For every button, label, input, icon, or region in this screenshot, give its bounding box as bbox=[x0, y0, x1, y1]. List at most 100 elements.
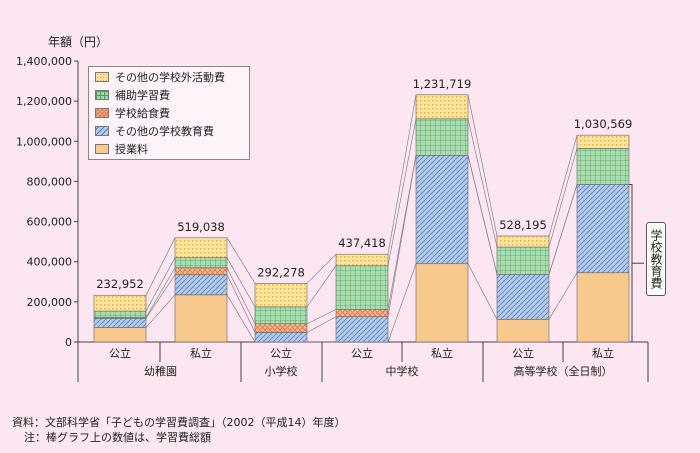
total-label: 292,278 bbox=[257, 265, 305, 279]
bar-segment bbox=[93, 318, 147, 328]
y-tick-label: 1,200,000 bbox=[16, 95, 72, 108]
connector-line bbox=[145, 294, 176, 328]
category-label: 私立 bbox=[592, 346, 614, 360]
note-text: 注：棒グラフ上の数値は、学習費総額 bbox=[24, 431, 211, 444]
bar-segment bbox=[415, 263, 469, 343]
bar-segment bbox=[576, 134, 630, 149]
bar-segment bbox=[335, 265, 389, 310]
y-tick-label: 1,400,000 bbox=[16, 55, 72, 68]
connector-line bbox=[467, 263, 498, 320]
connector-line bbox=[387, 94, 417, 255]
legend-item: 補助学習費 bbox=[95, 86, 249, 103]
group-label: 中学校 bbox=[386, 364, 419, 378]
bar-segment bbox=[496, 274, 550, 320]
connector-line bbox=[467, 94, 498, 237]
bar-segment bbox=[93, 310, 147, 318]
bar-segment bbox=[415, 94, 469, 120]
y-tick-label: 200,000 bbox=[27, 296, 73, 309]
legend-swatch bbox=[95, 125, 109, 136]
legend-item: その他の学校教育費 bbox=[95, 122, 249, 139]
bar-segment bbox=[174, 294, 228, 343]
bar-segment bbox=[254, 323, 308, 333]
legend-item: 授業料 bbox=[95, 140, 249, 157]
connector-line bbox=[306, 316, 337, 333]
legend-swatch bbox=[95, 107, 109, 118]
bar-segment bbox=[415, 118, 469, 156]
bracket-line bbox=[629, 183, 633, 343]
bar-segment bbox=[415, 155, 469, 265]
total-label: 437,418 bbox=[338, 236, 386, 250]
connector-line bbox=[145, 274, 176, 319]
connector-line bbox=[548, 272, 578, 320]
connector-line bbox=[548, 184, 578, 275]
connector-line bbox=[226, 294, 256, 343]
legend-item: 学校給食費 bbox=[95, 104, 249, 121]
legend-swatch bbox=[95, 71, 109, 82]
y-tick-label: 400,000 bbox=[27, 256, 73, 269]
category-label: 公立 bbox=[270, 346, 292, 360]
group-label: 高等学校（全日制） bbox=[514, 364, 613, 378]
bar-segment bbox=[496, 319, 550, 343]
y-tick-label: 800,000 bbox=[27, 175, 73, 188]
total-label: 1,231,719 bbox=[413, 77, 472, 91]
connector-line bbox=[467, 155, 498, 275]
connector-line bbox=[226, 274, 256, 333]
bar-segment bbox=[93, 327, 147, 343]
connector-line bbox=[226, 257, 256, 308]
connector-line bbox=[145, 257, 176, 312]
category-label: 公立 bbox=[109, 346, 131, 360]
bar-segment bbox=[496, 235, 550, 248]
total-label: 232,952 bbox=[96, 277, 144, 291]
category-label: 私立 bbox=[190, 346, 212, 360]
connector-line bbox=[548, 148, 578, 248]
group-label: 幼稚園 bbox=[144, 365, 177, 378]
bar-segment bbox=[174, 274, 228, 296]
bar-segment bbox=[174, 237, 228, 258]
bar-segment bbox=[576, 272, 630, 343]
bar-segment bbox=[174, 257, 228, 269]
category-label: 公立 bbox=[351, 346, 373, 360]
connector-line bbox=[387, 155, 417, 310]
legend-swatch bbox=[95, 143, 109, 154]
total-label: 528,195 bbox=[499, 218, 547, 232]
legend-swatch bbox=[95, 89, 109, 100]
connector-line bbox=[548, 135, 578, 237]
connector-line bbox=[306, 265, 337, 308]
legend: その他の学校外活動費 補助学習費学校給食費その他の学校教育費 授業料 bbox=[88, 66, 250, 160]
connector-line bbox=[306, 309, 337, 325]
category-label: 公立 bbox=[512, 346, 534, 360]
connector-line bbox=[387, 263, 417, 343]
y-tick-label: 600,000 bbox=[27, 216, 73, 229]
y-tick-label: 0 bbox=[65, 336, 72, 349]
bar-segment bbox=[335, 253, 389, 267]
bar-segment bbox=[335, 309, 389, 318]
group-label: 小学校 bbox=[265, 364, 298, 378]
legend-label: 学校給食費 bbox=[115, 106, 170, 120]
connector-lines bbox=[145, 94, 578, 343]
total-label: 519,038 bbox=[177, 220, 225, 234]
bar-segment bbox=[496, 246, 550, 275]
bar-segment bbox=[174, 267, 228, 276]
bar-segment bbox=[254, 332, 308, 343]
connector-line bbox=[145, 267, 176, 318]
legend-label: その他の学校教育費 bbox=[115, 124, 214, 138]
connector-line bbox=[226, 267, 256, 324]
source-text: 資料：文部科学省「子どもの学習費調査」（2002（平成14）年度） bbox=[12, 416, 346, 429]
bracket-label: 学校教育費 bbox=[646, 222, 666, 296]
labels: 年額（円） 0 200,000 400,000 600,000 800,000 1,000,… bbox=[16, 35, 632, 378]
legend-label: 授業料 bbox=[115, 142, 148, 156]
bar-segment bbox=[576, 148, 630, 185]
bar-segment bbox=[335, 316, 389, 343]
legend-label: 補助学習費 bbox=[115, 88, 170, 102]
connector-line bbox=[387, 118, 417, 266]
legend-label: その他の学校外活動費 bbox=[115, 70, 225, 84]
category-label: 私立 bbox=[431, 346, 453, 360]
bars bbox=[93, 94, 630, 343]
y-tick-label: 1,000,000 bbox=[16, 135, 72, 148]
y-axis-label: 年額（円） bbox=[48, 35, 108, 49]
bar-segment bbox=[254, 283, 308, 308]
total-label: 1,030,569 bbox=[574, 117, 633, 131]
connector-line bbox=[306, 253, 337, 284]
connector-line bbox=[467, 118, 498, 248]
